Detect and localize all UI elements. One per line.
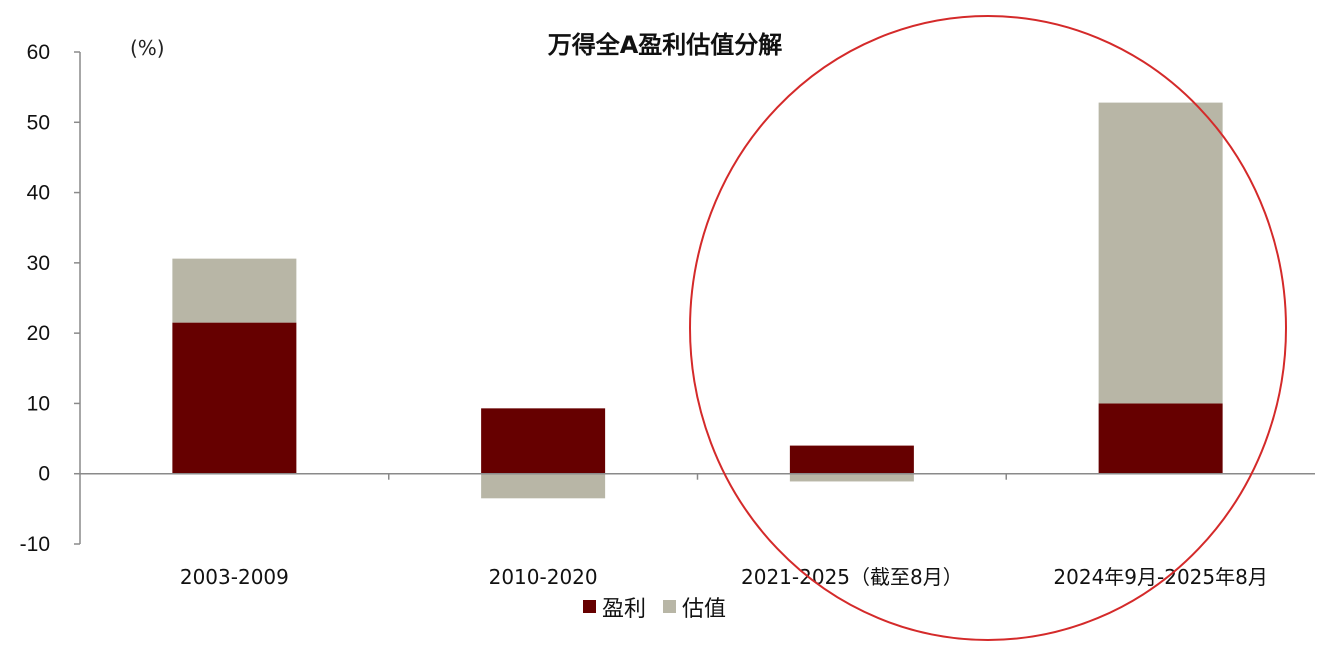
y-tick-label: 20 <box>27 322 50 345</box>
bar-估值-1 <box>481 473 606 499</box>
highlight-circle <box>689 15 1287 641</box>
bar-盈利-2 <box>789 445 914 474</box>
legend: 盈利 估值 <box>583 597 726 622</box>
bar-盈利-1 <box>481 408 606 474</box>
legend-swatch-盈利 <box>583 600 596 613</box>
x-ticks: 2003-2009 2010-2020 2021-2025（截至8月） 2024年9月… <box>180 473 1268 589</box>
y-tick-label: 60 <box>27 41 50 64</box>
unit-label: (%) <box>130 36 165 60</box>
legend-label: 估值 <box>682 597 726 622</box>
bar-盈利-3 <box>1098 403 1223 474</box>
x-tick-label: 2010-2020 <box>489 565 598 589</box>
chart-title: 万得全A盈利估值分解 <box>548 31 783 59</box>
bar-估值-0 <box>172 258 297 323</box>
x-tick-label: 2024年9月-2025年8月 <box>1053 565 1267 589</box>
legend-label: 盈利 <box>602 597 646 622</box>
x-tick-label: 2021-2025（截至8月） <box>741 565 963 589</box>
y-tick-label: -10 <box>20 533 50 556</box>
y-ticks: 60 50 40 30 20 10 0 -10 <box>20 41 80 556</box>
x-tick-label: 2003-2009 <box>180 565 289 589</box>
bars-layer <box>172 102 1223 499</box>
y-tick-label: 0 <box>38 463 50 486</box>
y-tick-label: 30 <box>27 252 50 275</box>
legend-swatch-估值 <box>663 600 676 613</box>
y-tick-label: 50 <box>27 111 50 134</box>
bar-估值-3 <box>1098 102 1223 404</box>
bar-估值-2 <box>789 473 914 482</box>
y-tick-label: 10 <box>27 392 50 415</box>
y-tick-label: 40 <box>27 182 50 205</box>
bar-盈利-0 <box>172 322 297 474</box>
